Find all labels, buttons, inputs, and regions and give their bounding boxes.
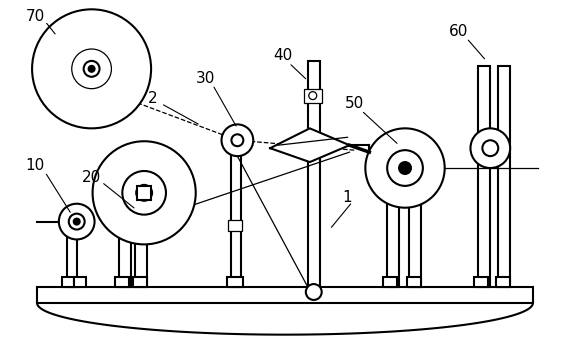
- Bar: [475, 277, 488, 287]
- Circle shape: [483, 140, 498, 156]
- Circle shape: [365, 128, 445, 208]
- Circle shape: [399, 162, 411, 174]
- Circle shape: [93, 141, 196, 244]
- Text: 40: 40: [273, 48, 292, 63]
- Circle shape: [72, 49, 112, 89]
- Text: 50: 50: [345, 96, 364, 111]
- Circle shape: [84, 61, 100, 77]
- Text: 1: 1: [343, 190, 352, 205]
- Bar: [67, 229, 77, 287]
- Bar: [407, 277, 421, 287]
- Bar: [229, 220, 242, 232]
- Text: 70: 70: [26, 9, 45, 24]
- Circle shape: [387, 150, 423, 186]
- Bar: [74, 277, 85, 287]
- Bar: [62, 277, 74, 287]
- Bar: [498, 66, 510, 287]
- Circle shape: [309, 92, 317, 100]
- Circle shape: [74, 219, 80, 225]
- Bar: [383, 277, 397, 287]
- Text: 10: 10: [26, 158, 45, 173]
- Bar: [228, 277, 244, 287]
- Circle shape: [59, 204, 94, 239]
- Bar: [496, 277, 510, 287]
- Bar: [135, 170, 147, 287]
- Circle shape: [232, 134, 244, 146]
- Text: 2: 2: [149, 91, 158, 106]
- Bar: [232, 130, 241, 287]
- Bar: [133, 277, 147, 287]
- Circle shape: [221, 124, 253, 156]
- Bar: [137, 186, 151, 200]
- Bar: [304, 89, 321, 103]
- Circle shape: [306, 284, 321, 300]
- Circle shape: [471, 128, 510, 168]
- Circle shape: [89, 66, 94, 72]
- Text: 20: 20: [82, 170, 101, 186]
- Bar: [229, 132, 245, 142]
- Text: 30: 30: [196, 71, 215, 86]
- Circle shape: [69, 214, 85, 229]
- Text: 60: 60: [449, 24, 468, 39]
- Bar: [119, 170, 131, 287]
- Circle shape: [122, 171, 166, 214]
- Bar: [387, 148, 399, 287]
- Polygon shape: [270, 128, 349, 162]
- Bar: [409, 148, 421, 287]
- Circle shape: [136, 185, 152, 201]
- Bar: [308, 61, 320, 287]
- Bar: [479, 66, 490, 287]
- Bar: [116, 277, 129, 287]
- Bar: [37, 287, 533, 303]
- Circle shape: [32, 9, 151, 128]
